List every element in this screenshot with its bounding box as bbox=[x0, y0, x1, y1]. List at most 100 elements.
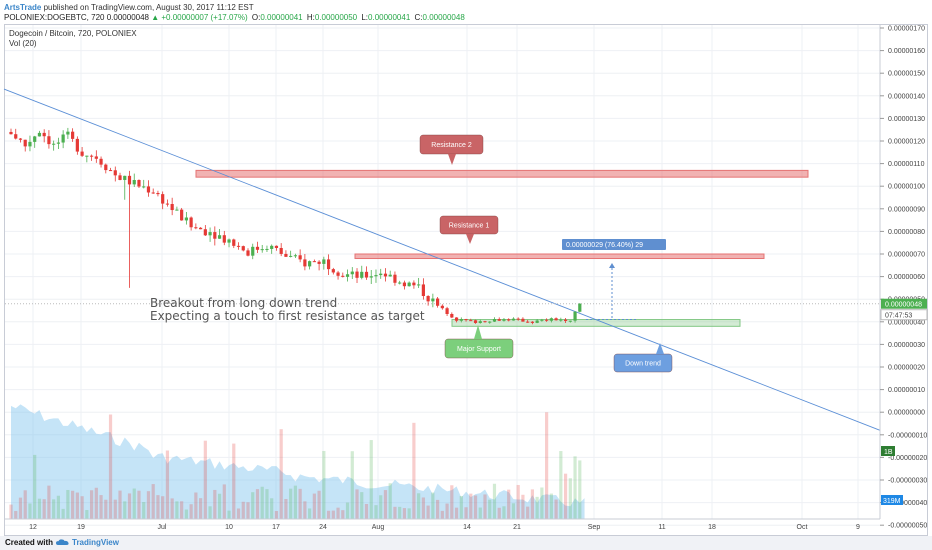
volume-bar bbox=[303, 501, 307, 519]
o-value: 0.00000041 bbox=[260, 13, 303, 22]
c-value: 0.00000048 bbox=[422, 13, 465, 22]
close-value: 0.00000048 bbox=[106, 13, 149, 22]
volume-ma-area bbox=[11, 404, 585, 519]
time-tick-label: Aug bbox=[372, 524, 385, 531]
candle-body bbox=[497, 319, 501, 321]
chart-frame bbox=[4, 24, 928, 536]
candle-body bbox=[393, 274, 397, 283]
candle-body bbox=[440, 305, 444, 309]
volume-bar bbox=[488, 499, 492, 519]
candle-body bbox=[123, 175, 127, 180]
change-text: ▲ +0.00000007 (+17.07%) bbox=[151, 13, 248, 22]
candle-body bbox=[450, 313, 454, 318]
volume-bar bbox=[417, 493, 421, 519]
c-label: C: bbox=[414, 13, 423, 22]
price-axis[interactable]: 0.00000170 0.00000160 0.00000150 0.00000140… bbox=[879, 25, 928, 530]
candle-body bbox=[132, 180, 136, 185]
candle-body bbox=[516, 318, 520, 320]
candle-body bbox=[492, 319, 497, 322]
tradingview-brand[interactable]: TradingView bbox=[72, 538, 119, 547]
volume-bar bbox=[113, 499, 117, 519]
volume-bar bbox=[37, 498, 42, 519]
volume-bar bbox=[450, 485, 454, 519]
time-tick-label: 14 bbox=[463, 524, 471, 531]
time-tick-label: 24 bbox=[319, 524, 327, 531]
volume-bar bbox=[559, 451, 563, 519]
price-tick-label: -0.00000010 bbox=[888, 432, 927, 439]
resistance-2-zone bbox=[195, 169, 809, 178]
candle-body bbox=[23, 139, 27, 147]
volume-bar bbox=[341, 510, 345, 519]
author-link[interactable]: ArtsTrade bbox=[4, 3, 42, 12]
candle-body bbox=[355, 271, 359, 278]
candle-body bbox=[232, 239, 236, 246]
h-label: H: bbox=[306, 13, 315, 22]
last-price-label: 0.00000048 bbox=[885, 302, 922, 309]
l-value: 0.00000041 bbox=[368, 13, 411, 22]
candle-body bbox=[71, 131, 75, 139]
resistance-1-zone bbox=[354, 253, 765, 260]
price-tick-label: 0.00000090 bbox=[888, 206, 925, 213]
time-tick-label: 18 bbox=[708, 524, 716, 531]
chart-legend: Dogecoin / Bitcoin, 720, POLONIEX Vol (2… bbox=[9, 29, 137, 49]
vol-label-b-box bbox=[881, 495, 903, 505]
candle-body bbox=[66, 131, 70, 135]
volume-bar bbox=[71, 490, 75, 519]
volume-bar bbox=[469, 493, 473, 519]
candle-body bbox=[369, 276, 373, 278]
measure-tool[interactable]: 0.00000029 (76.40%) 29 bbox=[562, 239, 666, 321]
candle-body bbox=[94, 156, 98, 159]
l-label: L: bbox=[361, 13, 369, 22]
volume-bar bbox=[284, 498, 288, 519]
volume-bar bbox=[578, 460, 582, 519]
volume-bar bbox=[402, 508, 407, 519]
candle-body bbox=[56, 142, 60, 144]
volume-bar bbox=[137, 490, 141, 519]
candle-body bbox=[521, 318, 525, 322]
time-axis[interactable]: 12 19 Jul 10 17 24 Aug 14 21 Sep 11 18 Oct 9 bbox=[5, 518, 880, 531]
down-trend-line[interactable] bbox=[3, 88, 881, 431]
candle-body bbox=[9, 131, 13, 135]
volume-bar bbox=[360, 492, 364, 519]
note-line-2: Expecting a touch to first resistance as… bbox=[150, 309, 425, 323]
countdown-label: 07:47:53 bbox=[885, 313, 912, 320]
candle-body bbox=[170, 204, 174, 211]
candle-body bbox=[459, 319, 463, 321]
price-tick-label: 0.00000060 bbox=[888, 274, 925, 281]
time-tick-label: Jul bbox=[158, 524, 167, 531]
volume-bar bbox=[75, 492, 79, 519]
candle-body bbox=[52, 143, 56, 145]
candle-body bbox=[61, 134, 65, 143]
price-tick-label: 0.00000140 bbox=[888, 93, 925, 100]
volume-bar bbox=[270, 498, 274, 519]
volume-bar bbox=[33, 454, 37, 519]
volume-bar bbox=[549, 493, 553, 519]
volume-bar bbox=[431, 492, 435, 519]
down-trend-callout-tip bbox=[656, 343, 664, 354]
volume-bar bbox=[483, 494, 487, 519]
candle-body bbox=[113, 170, 117, 176]
volume-bar bbox=[241, 501, 245, 519]
candle-body bbox=[180, 209, 184, 221]
publish-header: ArtsTrade published on TradingView.com, … bbox=[4, 3, 254, 12]
volume-panel bbox=[9, 404, 585, 519]
volume-bar bbox=[236, 508, 241, 519]
volume-bar bbox=[308, 508, 312, 519]
volume-bar bbox=[165, 450, 170, 519]
callouts[interactable]: Resistance 2 Resistance 1 Major Support Dow… bbox=[419, 134, 673, 373]
down-trend-callout-box bbox=[613, 353, 673, 373]
volume-bar bbox=[317, 490, 321, 519]
volume-bar bbox=[108, 414, 113, 519]
measure-arrow bbox=[609, 263, 615, 268]
time-tick-label: 11 bbox=[658, 524, 665, 531]
candle-body bbox=[488, 321, 492, 323]
volume-bar bbox=[364, 504, 369, 519]
candle-body bbox=[507, 319, 511, 321]
candle-body bbox=[303, 259, 307, 267]
candle-body bbox=[326, 259, 331, 270]
volume-bar bbox=[203, 440, 207, 519]
candle-body bbox=[573, 311, 577, 321]
price-tick-label: 0.00000000 bbox=[888, 410, 925, 417]
volume-bar bbox=[521, 494, 525, 519]
